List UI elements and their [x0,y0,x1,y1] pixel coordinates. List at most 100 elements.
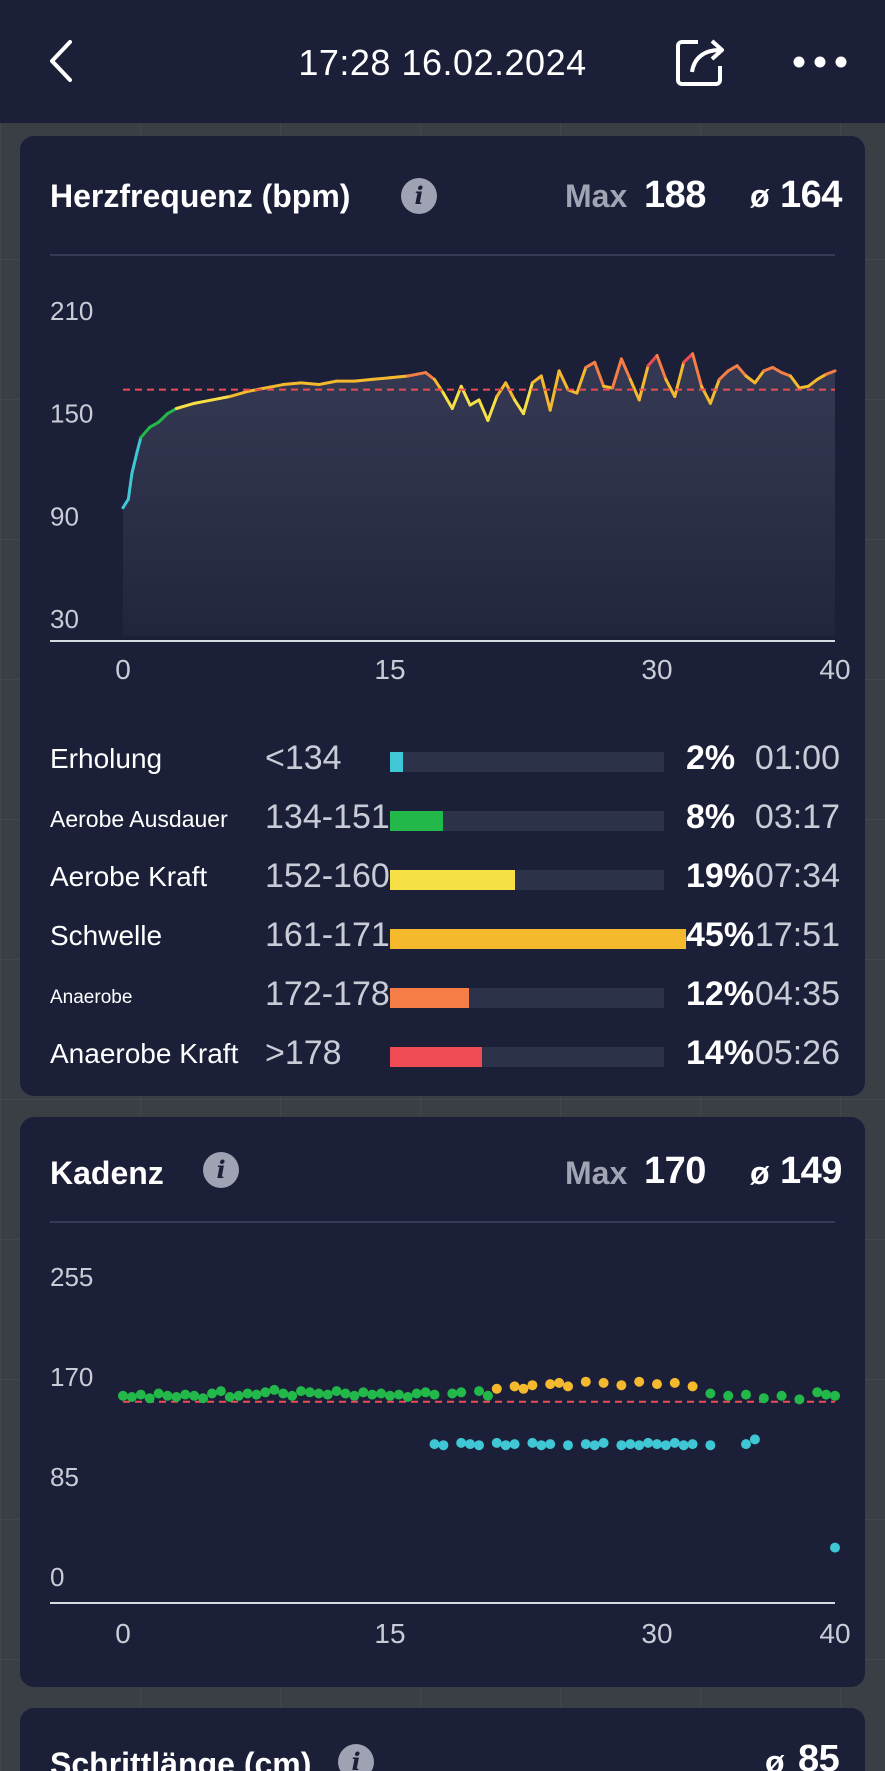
zone-range: 152-160 [265,857,390,895]
cadence-point [616,1380,627,1391]
zone-bar-track [390,752,664,772]
heart-rate-line-segment [522,381,534,416]
x-tick-label: 30 [641,654,672,685]
cadence-point [491,1383,502,1394]
zone-bar-track [390,1047,664,1067]
cadence-point [465,1439,476,1450]
heart-rate-chart: 210 150 90 30 0 15 30 40 [50,296,851,685]
more-horizontal-icon[interactable] [792,50,848,74]
heart-rate-line-segment [299,381,321,387]
cadence-point [687,1381,698,1392]
stride-card: Schrittlänge (cm) i ø 85 [20,1708,865,1771]
cadence-point [545,1439,556,1450]
cadence-point [376,1388,387,1399]
cadence-point [224,1392,235,1402]
cadence-point [652,1379,662,1390]
info-icon[interactable]: i [401,178,437,214]
heart-rate-line-segment [406,372,419,378]
cadence-point [340,1388,351,1399]
cadence-point [215,1386,226,1397]
heart-rate-title: Herzfrequenz (bpm) [50,178,351,214]
cadence-point [776,1390,787,1401]
cadence-point [278,1388,289,1399]
cadence-point [429,1389,440,1400]
cadence-point [598,1377,609,1388]
y-tick-label: 210 [50,296,93,326]
info-icon[interactable]: i [338,1744,374,1771]
cadence-point [580,1376,591,1387]
stride-title: Schrittlänge (cm) [50,1746,312,1771]
heart-rate-line-segment [530,374,543,385]
zone-time: 05:26 [754,1034,840,1072]
cadence-point [367,1389,378,1400]
heart-rate-line-segment [806,377,819,388]
cadence-point [536,1440,547,1451]
cadence-point [563,1381,573,1392]
max-label: Max [565,178,628,214]
zone-percent: 12% [686,975,755,1013]
chevron-left-icon[interactable] [38,36,88,86]
zone-time: 04:35 [754,975,840,1013]
zone-row: Aerobe Ausdauer 134-151 8% 03:17 [50,794,840,844]
cadence-point [509,1381,520,1392]
cadence-point [189,1390,200,1401]
cadence-point [660,1440,671,1451]
share-icon[interactable] [674,36,728,88]
heart-rate-line-segment [370,376,392,381]
zone-bar-fill [390,870,515,890]
heart-rate-line-segment [317,379,339,387]
zone-name: Schwelle [50,920,163,951]
cadence-point [634,1440,645,1451]
cadence-point [758,1393,769,1404]
cadence-point [669,1437,680,1448]
avg-label: ø [765,1744,785,1771]
zone-name: Anaerobe Kraft [50,1038,239,1069]
info-icon[interactable]: i [203,1152,239,1188]
cadence-point [563,1440,573,1451]
cadence-point [287,1390,298,1401]
cadence-point [304,1387,315,1398]
cadence-title: Kadenz [50,1155,164,1191]
zone-name: Aerobe Kraft [50,861,208,892]
cadence-point [251,1389,262,1400]
y-tick-label: 255 [50,1262,93,1292]
heart-rate-line-segment [619,357,632,381]
y-tick-label: 90 [50,501,79,531]
cadence-point [260,1387,271,1398]
x-tick-label: 40 [819,1618,850,1649]
zone-percent: 14% [686,1034,755,1072]
zone-row: Schwelle 161-171 45% 17:51 [50,912,840,962]
cadence-point [447,1388,458,1399]
header-divider [50,1221,835,1223]
heart-rate-line-segment [148,420,161,429]
zone-percent: 2% [686,739,736,777]
zone-name: Aerobe Ausdauer [50,806,228,832]
heart-rate-line-segment [548,369,561,412]
cadence-point [313,1388,324,1399]
cadence-point [349,1390,360,1401]
cadence-point [518,1383,529,1394]
cadence-point [402,1392,413,1402]
cadence-point [821,1389,832,1400]
heart-rate-line-segment [753,369,766,385]
cadence-point [126,1392,137,1402]
heart-rate-line-segment [575,365,588,395]
heart-rate-line-segment [135,436,143,453]
avg-label: ø [750,178,770,214]
zone-bar-fill [390,1047,483,1067]
heart-rate-line-segment [824,369,837,376]
cadence-card: Kadenz i Max 170 ø 149 255 170 85 0 0 15 30 40 [20,1117,865,1687]
zone-row: Anaerobe Kraft >178 14% 05:26 [50,1030,840,1080]
cadence-point [438,1440,449,1451]
cadence-point [830,1390,840,1401]
cadence-point [456,1437,467,1448]
zone-percent: 19% [686,857,755,895]
cadence-point [296,1386,306,1397]
zone-range: <134 [265,739,342,777]
zone-percent: 45% [686,916,755,954]
heart-rate-line-segment [780,371,792,378]
avg-value: 164 [780,174,842,216]
heart-rate-line-segment [424,371,436,381]
heart-rate-line-segment [486,395,499,422]
zone-bar-track [390,988,664,1008]
